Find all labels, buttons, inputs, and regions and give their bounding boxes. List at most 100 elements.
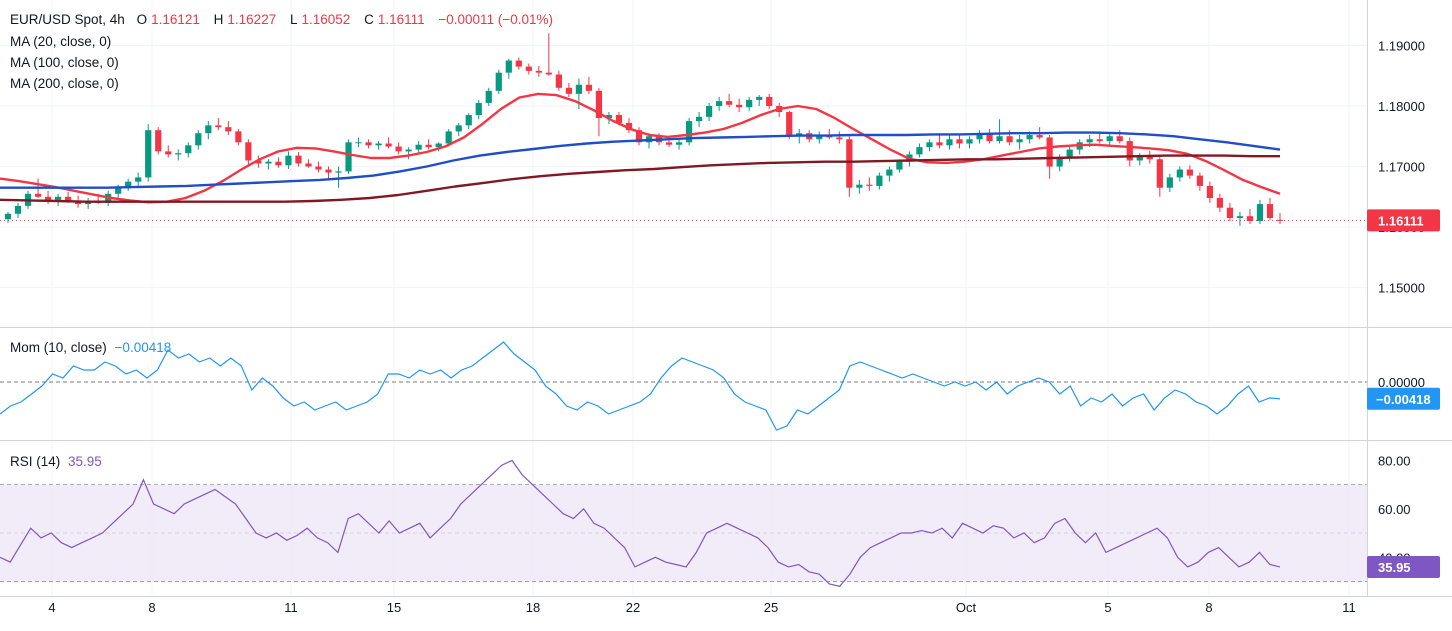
mom-legend[interactable]: Mom (10, close) −0.00418 xyxy=(10,339,171,357)
candle-body[interactable] xyxy=(525,66,532,71)
ma100-line[interactable] xyxy=(0,131,1281,189)
candle-body[interactable] xyxy=(866,184,873,186)
candle-body[interactable] xyxy=(75,201,82,205)
candle-body[interactable] xyxy=(1066,149,1073,158)
candle-body[interactable] xyxy=(1176,169,1183,178)
candle-body[interactable] xyxy=(555,74,562,88)
candle-body[interactable] xyxy=(1186,169,1193,176)
candle-body[interactable] xyxy=(335,171,342,173)
candle-body[interactable] xyxy=(1146,155,1153,160)
ma20-legend[interactable]: MA (20, close, 0) xyxy=(10,34,112,49)
candle-body[interactable] xyxy=(1266,204,1274,218)
rsi-legend[interactable]: RSI (14) 35.95 xyxy=(10,453,102,471)
candle-body[interactable] xyxy=(135,177,142,182)
candle-body[interactable] xyxy=(495,72,502,91)
candle-body[interactable] xyxy=(595,90,603,119)
candle-body[interactable] xyxy=(856,184,863,188)
candle-body[interactable] xyxy=(285,155,292,166)
candle-body[interactable] xyxy=(315,166,322,170)
candle-body[interactable] xyxy=(44,196,52,200)
candle-body[interactable] xyxy=(846,139,853,188)
candle-body[interactable] xyxy=(635,130,643,143)
candle-body[interactable] xyxy=(455,125,462,132)
candle-body[interactable] xyxy=(125,181,132,188)
ma20-line[interactable] xyxy=(0,92,1281,204)
candle-body[interactable] xyxy=(625,122,633,131)
candle-body[interactable] xyxy=(155,130,162,152)
candle-body[interactable] xyxy=(605,115,613,119)
ma200-line[interactable] xyxy=(0,154,1280,203)
candle-body[interactable] xyxy=(475,102,482,116)
candle-body[interactable] xyxy=(946,139,953,146)
candle-body[interactable] xyxy=(1156,159,1163,188)
candle-body[interactable] xyxy=(275,161,282,166)
candle-body[interactable] xyxy=(425,144,432,148)
candle-body[interactable] xyxy=(505,60,512,73)
candle-body[interactable] xyxy=(695,116,703,122)
candle-body[interactable] xyxy=(295,155,302,164)
candle-body[interactable] xyxy=(145,130,152,178)
candle-body[interactable] xyxy=(385,143,392,147)
candle-body[interactable] xyxy=(585,84,593,91)
candle-body[interactable] xyxy=(34,193,42,197)
candle-body[interactable] xyxy=(1206,185,1213,199)
candle-body[interactable] xyxy=(766,96,773,106)
candle-body[interactable] xyxy=(64,196,72,202)
symbol-title[interactable]: EUR/USD Spot, 4h xyxy=(10,12,125,27)
candle-body[interactable] xyxy=(816,135,823,140)
candle-body[interactable] xyxy=(1136,155,1143,161)
ma100-legend[interactable]: MA (100, close, 0) xyxy=(10,55,119,70)
candle-body[interactable] xyxy=(916,147,923,155)
candle-body[interactable] xyxy=(235,131,242,143)
candle-body[interactable] xyxy=(345,142,352,172)
candle-body[interactable] xyxy=(836,137,843,140)
candle-body[interactable] xyxy=(1006,136,1013,143)
candle-body[interactable] xyxy=(185,145,192,154)
candle-body[interactable] xyxy=(1106,136,1113,142)
candle-body[interactable] xyxy=(485,90,492,103)
candle-body[interactable] xyxy=(685,121,693,143)
candle-body[interactable] xyxy=(165,151,172,155)
candle-body[interactable] xyxy=(926,142,933,148)
candle-body[interactable] xyxy=(245,142,252,161)
candle-body[interactable] xyxy=(435,143,442,148)
candle-body[interactable] xyxy=(996,136,1003,142)
rsi-line[interactable] xyxy=(0,459,1281,587)
candle-body[interactable] xyxy=(225,127,232,132)
candle-body[interactable] xyxy=(325,169,332,173)
candle-body[interactable] xyxy=(535,70,542,73)
candle-body[interactable] xyxy=(365,142,372,146)
candle-body[interactable] xyxy=(4,213,12,220)
candle-body[interactable] xyxy=(355,142,362,144)
candle-body[interactable] xyxy=(1046,137,1053,167)
candle-body[interactable] xyxy=(786,112,793,137)
candle-body[interactable] xyxy=(1126,141,1133,161)
candle-body[interactable] xyxy=(515,60,522,67)
candle-body[interactable] xyxy=(746,99,753,108)
candle-body[interactable] xyxy=(1036,135,1043,138)
candle-body[interactable] xyxy=(545,72,552,75)
candle-body[interactable] xyxy=(1226,207,1234,218)
candle-body[interactable] xyxy=(375,143,382,146)
candle-body[interactable] xyxy=(756,96,763,100)
candle-body[interactable] xyxy=(445,131,452,144)
candle-body[interactable] xyxy=(1056,157,1063,167)
candle-body[interactable] xyxy=(14,205,22,214)
candle-body[interactable] xyxy=(966,139,973,144)
candle-body[interactable] xyxy=(1096,139,1103,142)
candle-body[interactable] xyxy=(1116,136,1123,142)
candle-body[interactable] xyxy=(1086,139,1093,143)
candle-body[interactable] xyxy=(54,196,62,200)
candle-body[interactable] xyxy=(876,175,883,186)
candle-body[interactable] xyxy=(565,87,572,94)
candle-body[interactable] xyxy=(195,133,202,146)
candle-body[interactable] xyxy=(415,144,422,150)
candle-body[interactable] xyxy=(936,142,943,146)
ma200-legend[interactable]: MA (200, close, 0) xyxy=(10,76,119,91)
candle-body[interactable] xyxy=(675,142,683,145)
candle-body[interactable] xyxy=(405,149,412,152)
candle-body[interactable] xyxy=(1216,198,1224,208)
candle-body[interactable] xyxy=(615,115,623,123)
candle-body[interactable] xyxy=(175,153,182,155)
candle-body[interactable] xyxy=(215,125,222,128)
